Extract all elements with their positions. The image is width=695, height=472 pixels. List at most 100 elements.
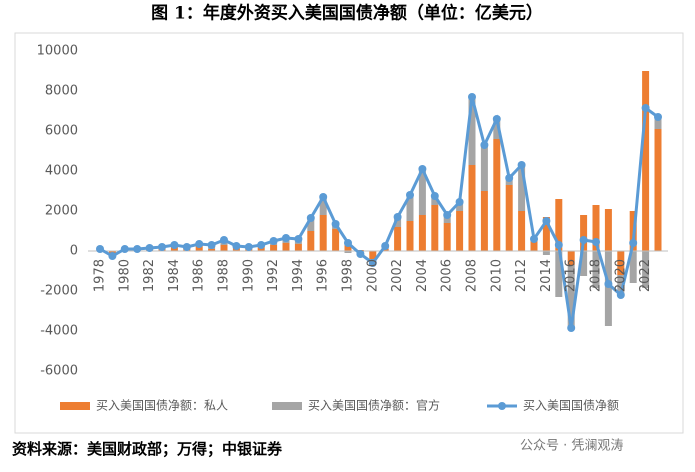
bar (307, 218, 315, 231)
x-tick-label: 1998 (341, 259, 356, 292)
line-marker (641, 104, 650, 112)
bar (394, 227, 402, 251)
line-marker (306, 214, 315, 222)
bar (406, 195, 414, 221)
bar (431, 205, 439, 251)
bar (567, 251, 575, 265)
line-marker (331, 220, 340, 228)
line-marker (455, 198, 464, 206)
bar (418, 169, 426, 215)
bar (654, 117, 662, 129)
line-marker (207, 241, 216, 249)
line-marker (145, 244, 154, 252)
line-marker (517, 161, 526, 169)
chart-frame (14, 32, 684, 434)
line-marker (492, 115, 501, 123)
line-marker (554, 241, 563, 249)
legend-label: 买入美国国债净额：私人 (96, 399, 228, 413)
x-tick-label: 1988 (217, 259, 232, 292)
bar (418, 215, 426, 251)
line-marker (616, 291, 625, 299)
bar (456, 202, 464, 211)
legend-swatch (498, 402, 506, 410)
x-tick-label: 1984 (167, 259, 182, 292)
x-tick-label: 2010 (489, 259, 504, 292)
line-marker (158, 243, 166, 251)
line-marker (133, 245, 142, 253)
line-marker (505, 174, 514, 182)
x-tick-label: 2016 (564, 259, 579, 292)
line-marker (567, 324, 576, 332)
watermark: 公众号 · 凭澜观涛 (520, 438, 623, 454)
bar (480, 145, 488, 191)
bar (443, 223, 451, 251)
y-tick-label: 8000 (45, 84, 78, 99)
y-tick-label: 10000 (37, 44, 78, 59)
bar (307, 231, 315, 251)
bar (319, 197, 327, 215)
y-tick-label: -2000 (40, 284, 78, 299)
line-marker (220, 236, 228, 244)
bar (270, 245, 278, 251)
source: 资料来源：美国财政部；万得；中银证券 (12, 440, 283, 458)
line-marker (170, 241, 179, 249)
x-tick-label: 2018 (589, 259, 604, 292)
bar (542, 217, 550, 251)
bar (480, 191, 488, 251)
line-marker (120, 245, 129, 253)
bar (431, 196, 439, 205)
bar (604, 209, 612, 251)
bar (567, 265, 575, 328)
line-marker (406, 191, 414, 199)
line-marker (282, 234, 290, 242)
x-tick-label: 2022 (638, 259, 653, 292)
x-tick-label: 1978 (93, 259, 108, 292)
line-marker (294, 235, 303, 243)
y-tick-label: 6000 (45, 124, 78, 139)
x-tick-label: 1986 (192, 259, 207, 292)
bar (332, 229, 340, 251)
line-marker (257, 241, 266, 249)
line-marker (344, 239, 352, 247)
line-marker (356, 250, 365, 258)
bar (542, 251, 550, 255)
bar (208, 249, 216, 251)
x-tick-label: 1992 (266, 259, 281, 292)
line-marker (182, 243, 191, 251)
bar (518, 165, 526, 211)
y-tick-label: 4000 (45, 164, 78, 179)
x-tick-label: 2000 (365, 259, 380, 292)
bar (617, 275, 625, 295)
line-marker (319, 193, 328, 201)
bar (406, 221, 414, 251)
x-tick-label: 2006 (440, 259, 455, 292)
line-marker (468, 93, 476, 101)
x-tick-label: 2012 (514, 259, 529, 292)
line-marker (244, 243, 253, 251)
x-tick-label: 2008 (465, 259, 480, 292)
bar (654, 129, 662, 251)
legend-label: 买入美国国债净额 (523, 399, 619, 413)
line-marker (269, 237, 278, 245)
legend-swatch (60, 402, 90, 410)
bar (518, 211, 526, 251)
legend-label: 买入美国国债净额：官方 (308, 398, 440, 413)
bar (294, 244, 302, 251)
line-marker (579, 236, 588, 244)
line-marker (443, 211, 452, 219)
x-tick-label: 2004 (415, 259, 430, 292)
bar (468, 97, 476, 165)
bar (555, 251, 563, 297)
chart-title: 图 1：年度外资买入美国国债净额（单位：亿美元） (151, 3, 543, 24)
bar (592, 251, 600, 288)
line-marker (232, 242, 241, 250)
bar (555, 199, 563, 251)
line-marker (393, 213, 402, 221)
legend-swatch (272, 402, 302, 410)
x-tick-label: 1990 (241, 259, 256, 292)
line-marker (381, 242, 390, 250)
line-marker (542, 217, 551, 225)
line-marker (368, 259, 377, 267)
bar (617, 251, 625, 275)
